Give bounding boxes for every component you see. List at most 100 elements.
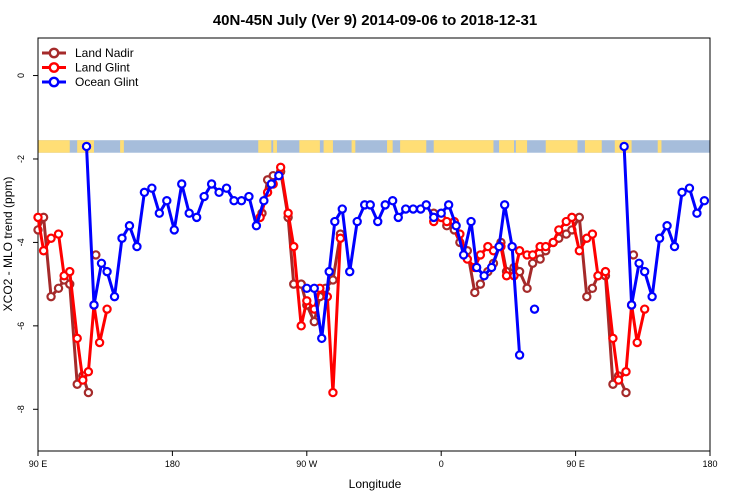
data-point — [527, 250, 538, 260]
data-point — [613, 375, 624, 385]
chart-title: 40N-45N July (Ver 9) 2014-09-06 to 2018-… — [213, 12, 537, 29]
data-point — [328, 387, 338, 398]
data-point — [89, 300, 99, 310]
data-point — [421, 200, 431, 210]
legend-marker — [48, 76, 60, 88]
data-point — [373, 216, 383, 227]
data-point — [514, 350, 525, 360]
data-point — [608, 333, 618, 344]
data-point — [522, 283, 532, 294]
data-point — [345, 266, 355, 277]
data-point — [554, 225, 564, 235]
data-point — [393, 212, 403, 223]
data-point — [501, 271, 512, 281]
data-point — [38, 246, 49, 256]
data-point — [527, 258, 538, 268]
data-point — [471, 262, 482, 273]
data-point — [621, 367, 631, 377]
land-band — [323, 140, 333, 153]
data-point — [587, 283, 598, 294]
data-point — [302, 296, 312, 306]
x-tick-label: 0 — [439, 459, 444, 469]
data-point — [574, 212, 585, 223]
data-point — [470, 287, 480, 298]
data-point — [251, 221, 262, 231]
land-band — [38, 140, 70, 153]
y-axis: 0 -2 -4 -6 -8 — [16, 73, 38, 413]
data-point — [494, 241, 504, 252]
data-point — [593, 271, 603, 281]
ocean-band — [38, 140, 710, 153]
data-point — [139, 187, 150, 198]
data-point — [244, 191, 254, 202]
data-point — [46, 233, 56, 243]
y-axis-label: XCO2 - MLO trend (ppm) — [1, 177, 15, 312]
data-point — [499, 200, 510, 210]
land-band — [351, 140, 356, 153]
data-point — [621, 387, 631, 398]
data-point — [275, 162, 286, 173]
data-point — [296, 321, 306, 331]
data-point — [266, 179, 277, 189]
legend-marker — [48, 47, 60, 59]
data-point — [352, 216, 362, 227]
data-point — [177, 179, 187, 189]
data-point — [436, 208, 446, 218]
data-point — [102, 266, 112, 277]
data-point — [479, 271, 489, 281]
legend-label: Land Nadir — [75, 46, 134, 60]
data-point — [654, 233, 665, 243]
data-point — [574, 246, 585, 256]
data-point — [117, 233, 127, 243]
data-point — [46, 291, 56, 302]
data-point — [466, 216, 476, 227]
data-point — [365, 200, 375, 210]
data-point — [626, 300, 637, 310]
series-layer — [33, 141, 710, 398]
data-point — [475, 250, 486, 260]
data-point — [619, 141, 629, 152]
data-point — [639, 304, 650, 314]
data-point — [429, 212, 439, 223]
data-point — [317, 333, 327, 344]
land-band — [258, 140, 272, 153]
data-point — [535, 254, 545, 264]
data-point — [408, 204, 418, 214]
y-tick-label: -4 — [16, 238, 26, 246]
y-tick-label: -6 — [16, 322, 26, 330]
data-point — [236, 195, 247, 206]
data-point — [684, 183, 695, 193]
legend-label: Land Glint — [75, 61, 130, 75]
data-point — [109, 291, 120, 302]
x-tick-label: 90 W — [296, 459, 318, 469]
land-band — [515, 140, 528, 153]
series-ocean-glint — [81, 141, 710, 360]
data-point — [632, 337, 642, 348]
land-ocean-strip — [38, 140, 710, 153]
land-band — [273, 140, 277, 153]
x-tick-label: 90 E — [566, 459, 585, 469]
data-point — [529, 304, 540, 314]
data-point — [335, 233, 346, 243]
data-point — [458, 250, 469, 260]
data-point — [94, 337, 105, 348]
x-tick-label: 90 E — [29, 459, 48, 469]
data-point — [221, 183, 232, 193]
data-point — [582, 291, 592, 302]
data-point — [514, 246, 525, 256]
legend-label: Ocean Glint — [75, 75, 139, 89]
data-point — [124, 221, 135, 231]
data-point — [634, 258, 644, 268]
data-point — [324, 266, 334, 277]
data-point — [81, 141, 92, 152]
land-band — [120, 140, 124, 153]
land-band — [499, 140, 514, 153]
land-band — [657, 140, 662, 153]
land-band — [400, 140, 427, 153]
data-point — [191, 212, 202, 223]
data-point — [83, 367, 94, 377]
data-point — [669, 241, 680, 252]
data-point — [184, 208, 194, 218]
